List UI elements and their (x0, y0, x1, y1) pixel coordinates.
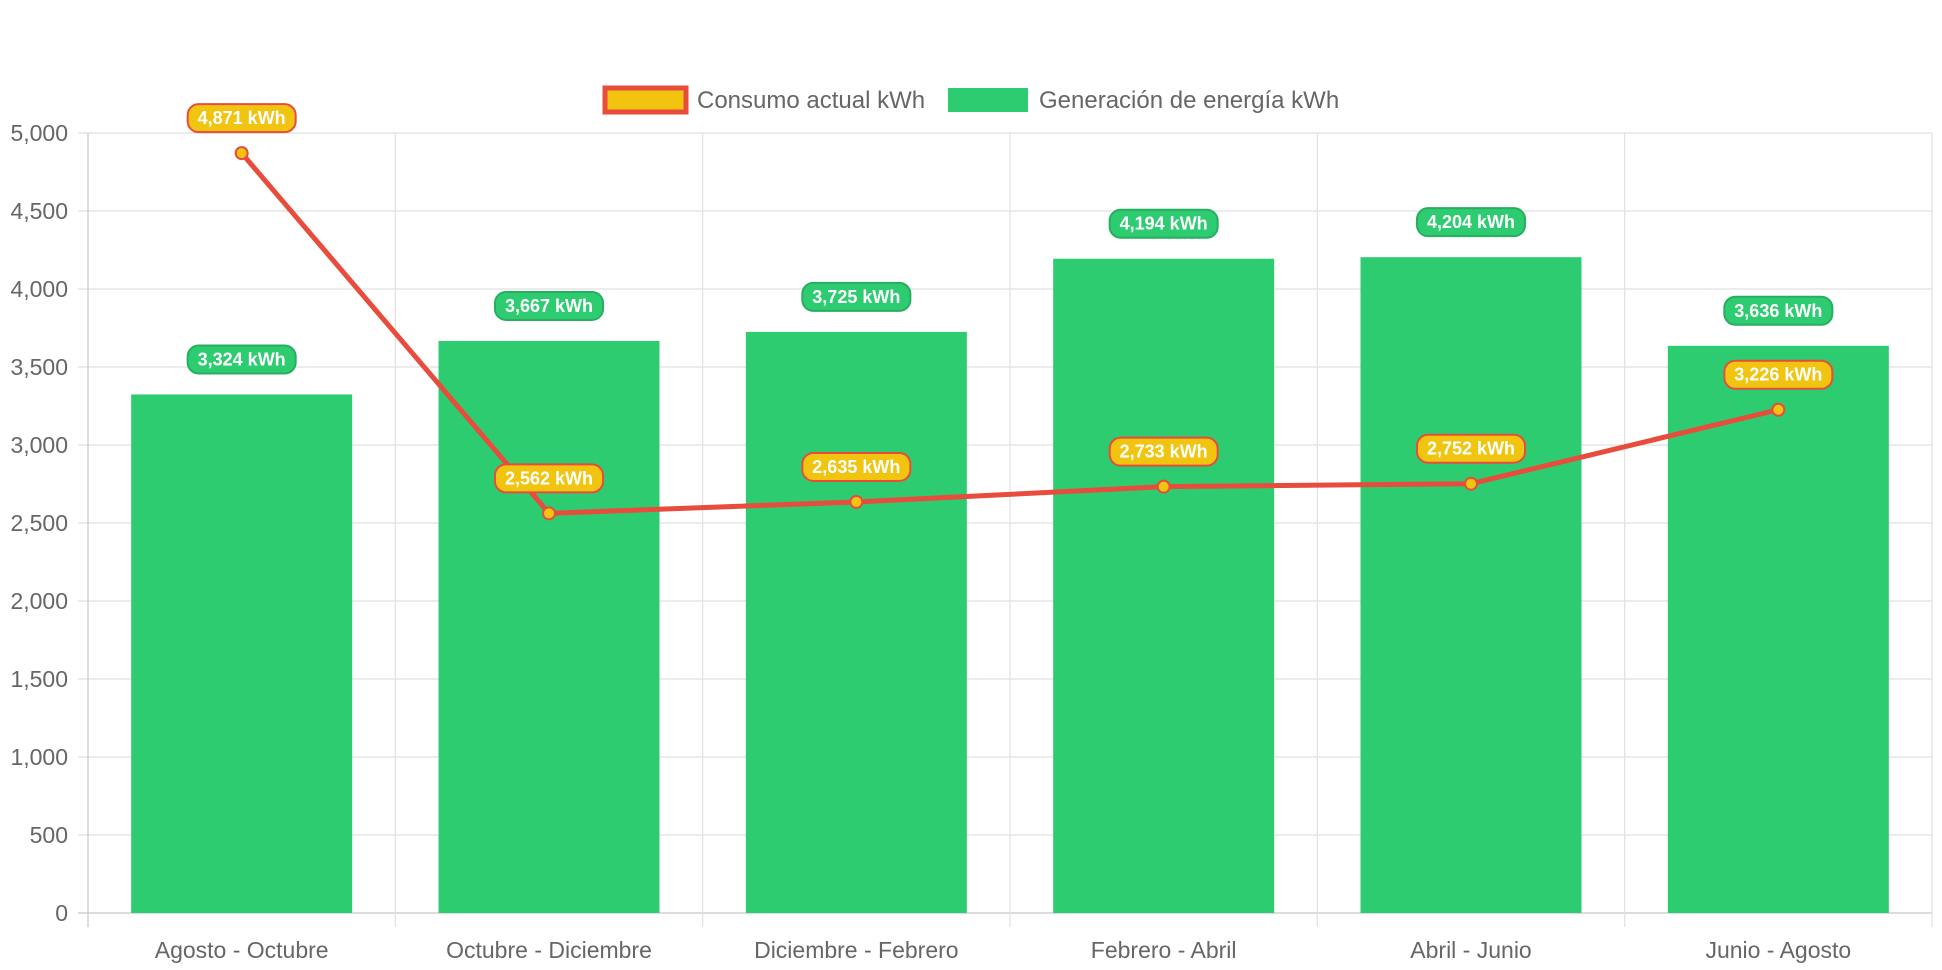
line-point (1464, 476, 1478, 491)
y-tick-label: 2,000 (10, 588, 68, 614)
data-label: 2,733 kWh (1108, 436, 1219, 467)
data-label-text: 2,752 kWh (1427, 439, 1515, 459)
data-label-bg (186, 344, 297, 375)
data-label-bg (1415, 207, 1527, 238)
data-label-text: 4,194 kWh (1120, 214, 1208, 234)
data-label: 2,562 kWh (493, 463, 605, 494)
legend-swatch-generacion (948, 88, 1028, 112)
data-label-text: 3,725 kWh (812, 287, 900, 307)
line-point (542, 506, 556, 521)
x-tick-label: Agosto - Octubre (155, 937, 329, 963)
data-label-text: 4,871 kWh (198, 108, 286, 128)
data-label-bg (493, 290, 605, 321)
data-label-bg (1108, 436, 1219, 467)
line-point (849, 494, 864, 509)
data-label-text: 3,667 kWh (505, 296, 593, 316)
data-label: 3,226 kWh (1723, 359, 1834, 390)
data-label: 3,725 kWh (801, 281, 912, 312)
data-label-bg (1108, 208, 1219, 239)
y-tick-label: 3,000 (10, 432, 68, 458)
legend-item-consumo[interactable]: Consumo actual kWh (602, 85, 925, 115)
line-point (234, 146, 249, 161)
line-series (234, 146, 1786, 521)
legend-item-generacion[interactable]: Generación de energía kWh (948, 87, 1339, 114)
grid-lines (78, 132, 1933, 927)
data-label-bg (801, 451, 912, 482)
x-tick-label: Junio - Agosto (1705, 937, 1851, 963)
x-tick-label: Diciembre - Febrero (754, 937, 959, 963)
data-label-bg (801, 281, 912, 312)
data-label: 3,667 kWh (493, 290, 605, 321)
data-label-text: 2,733 kWh (1120, 442, 1208, 462)
bar (131, 394, 353, 913)
y-tick-label: 5,000 (10, 120, 68, 146)
line-point (1156, 479, 1171, 494)
data-label: 4,871 kWh (186, 103, 297, 134)
bar (1667, 345, 1889, 913)
legend-label-consumo: Consumo actual kWh (697, 87, 925, 114)
data-label-text: 2,635 kWh (812, 457, 900, 477)
bar (745, 331, 967, 913)
legend-swatch-consumo (602, 85, 689, 115)
line-point (1771, 402, 1786, 417)
bar (438, 340, 660, 913)
data-label: 2,635 kWh (801, 451, 912, 482)
data-label-text: 3,324 kWh (198, 349, 286, 369)
data-label-text: 4,204 kWh (1427, 212, 1515, 232)
data-label-bg (493, 463, 605, 494)
data-label-bg (1723, 295, 1834, 326)
bar (1360, 257, 1582, 913)
x-tick-label: Abril - Junio (1410, 937, 1531, 963)
data-label-text: 3,636 kWh (1734, 301, 1822, 321)
data-label-bg (186, 103, 297, 134)
x-tick-label: Febrero - Abril (1091, 937, 1237, 963)
data-label: 2,752 kWh (1415, 433, 1527, 464)
y-tick-label: 4,000 (10, 276, 68, 302)
legend: Consumo actual kWh Generación de energía… (602, 85, 1339, 115)
y-tick-label: 4,500 (10, 198, 68, 224)
line-path (239, 151, 1779, 516)
data-label-bg (1415, 433, 1527, 464)
y-tick-label: 500 (30, 822, 68, 848)
data-label: 3,636 kWh (1723, 295, 1834, 326)
data-label-text: 2,562 kWh (505, 468, 593, 488)
y-tick-label: 0 (55, 900, 68, 926)
bar-series (131, 257, 1889, 914)
data-labels: 3,324 kWh 3,667 kWh 3,725 kWh 4,194 kWh 4,20… (186, 103, 1834, 494)
bar (1053, 258, 1275, 914)
axes: 0 500 1,000 1,500 2,000 2,500 3,000 3,500 4,000 4… (10, 120, 1851, 963)
data-label-bg (1723, 359, 1834, 390)
data-label: 4,194 kWh (1108, 208, 1219, 239)
y-tick-label: 1,500 (10, 666, 68, 692)
legend-label-generacion: Generación de energía kWh (1039, 87, 1339, 114)
data-label-text: 3,226 kWh (1734, 365, 1822, 385)
data-label: 4,204 kWh (1415, 207, 1527, 238)
y-tick-label: 3,500 (10, 354, 68, 380)
y-tick-label: 2,500 (10, 510, 68, 536)
x-tick-label: Octubre - Diciembre (446, 937, 652, 963)
y-tick-label: 1,000 (10, 744, 68, 770)
data-label: 3,324 kWh (186, 344, 297, 375)
